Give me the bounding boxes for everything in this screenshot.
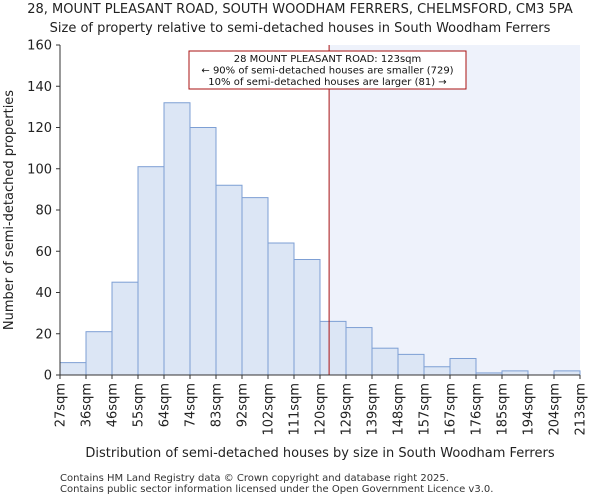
- x-tick-label: 148sqm: [392, 383, 407, 436]
- bar-36sqm: [85, 331, 113, 376]
- annotation-frame: [188, 50, 467, 90]
- x-tick-label: 74sqm: [184, 383, 199, 427]
- chart-subtitle: Size of property relative to semi-detach…: [49, 21, 551, 36]
- bar-167sqm: [449, 358, 477, 376]
- x-tick-label: 64sqm: [158, 383, 173, 427]
- x-tick-label: 185sqm: [496, 383, 511, 436]
- bar-102sqm: [267, 242, 295, 376]
- y-tick-label: 40: [35, 286, 52, 301]
- y-tick-label: 60: [35, 245, 52, 260]
- bar-185sqm: [501, 370, 529, 376]
- bar-111sqm: [293, 259, 321, 376]
- y-tick-label: 0: [44, 369, 52, 384]
- x-tick-label: 120sqm: [314, 383, 329, 436]
- bar-120sqm: [319, 320, 347, 376]
- x-tick-label: 213sqm: [574, 383, 589, 436]
- x-tick-label: 176sqm: [470, 383, 485, 436]
- y-tick-label: 80: [35, 204, 52, 219]
- y-tick-label: 140: [27, 80, 52, 95]
- y-tick-label: 20: [35, 327, 52, 342]
- annotation-line-1: 28 MOUNT PLEASANT ROAD: 123sqm: [234, 54, 422, 65]
- bar-27sqm: [59, 362, 87, 376]
- x-tick-label: 157sqm: [418, 383, 433, 436]
- bar-55sqm: [137, 166, 165, 376]
- x-tick-label: 194sqm: [522, 383, 537, 436]
- bar-129sqm: [345, 327, 373, 376]
- bar-139sqm: [371, 347, 399, 376]
- footer-licence: Contains public sector information licen…: [60, 484, 494, 495]
- chart-title: 28, MOUNT PLEASANT ROAD, SOUTH WOODHAM F…: [27, 2, 573, 17]
- bar-83sqm: [215, 184, 243, 376]
- x-tick-label: 92sqm: [236, 383, 251, 427]
- bar-157sqm: [423, 366, 451, 376]
- x-tick-label: 139sqm: [366, 383, 381, 436]
- x-tick-label: 111sqm: [288, 383, 303, 436]
- annotation-box: 28 MOUNT PLEASANT ROAD: 123sqm ← 90% of …: [188, 50, 467, 90]
- x-axis-label: Distribution of semi-detached houses by …: [85, 446, 554, 461]
- bar-74sqm: [189, 127, 217, 376]
- larger-region-highlight: [329, 45, 580, 375]
- x-tick-label: 102sqm: [262, 383, 277, 436]
- y-axis-label: Number of semi-detached properties: [2, 90, 17, 330]
- x-tick-label: 129sqm: [340, 383, 355, 436]
- bar-46sqm: [111, 281, 139, 376]
- y-tick-label: 160: [27, 39, 52, 54]
- y-tick-label: 100: [27, 162, 52, 177]
- y-tick-label: 120: [27, 121, 52, 136]
- bar-92sqm: [241, 197, 269, 376]
- x-tick-label: 55sqm: [132, 383, 147, 427]
- bar-148sqm: [397, 353, 425, 376]
- x-tick-label: 83sqm: [210, 383, 225, 427]
- x-tick-label: 167sqm: [444, 383, 459, 436]
- x-tick-label: 46sqm: [106, 383, 121, 427]
- bar-204sqm: [553, 370, 581, 376]
- x-tick-label: 204sqm: [548, 383, 563, 436]
- annotation-line-3: 10% of semi-detached houses are larger (…: [208, 77, 446, 88]
- bar-64sqm: [163, 102, 191, 376]
- x-tick-label: 36sqm: [80, 383, 95, 427]
- annotation-line-2: ← 90% of semi-detached houses are smalle…: [201, 66, 453, 77]
- x-tick-label: 27sqm: [54, 383, 69, 427]
- footer-copyright: Contains HM Land Registry data © Crown c…: [60, 473, 449, 484]
